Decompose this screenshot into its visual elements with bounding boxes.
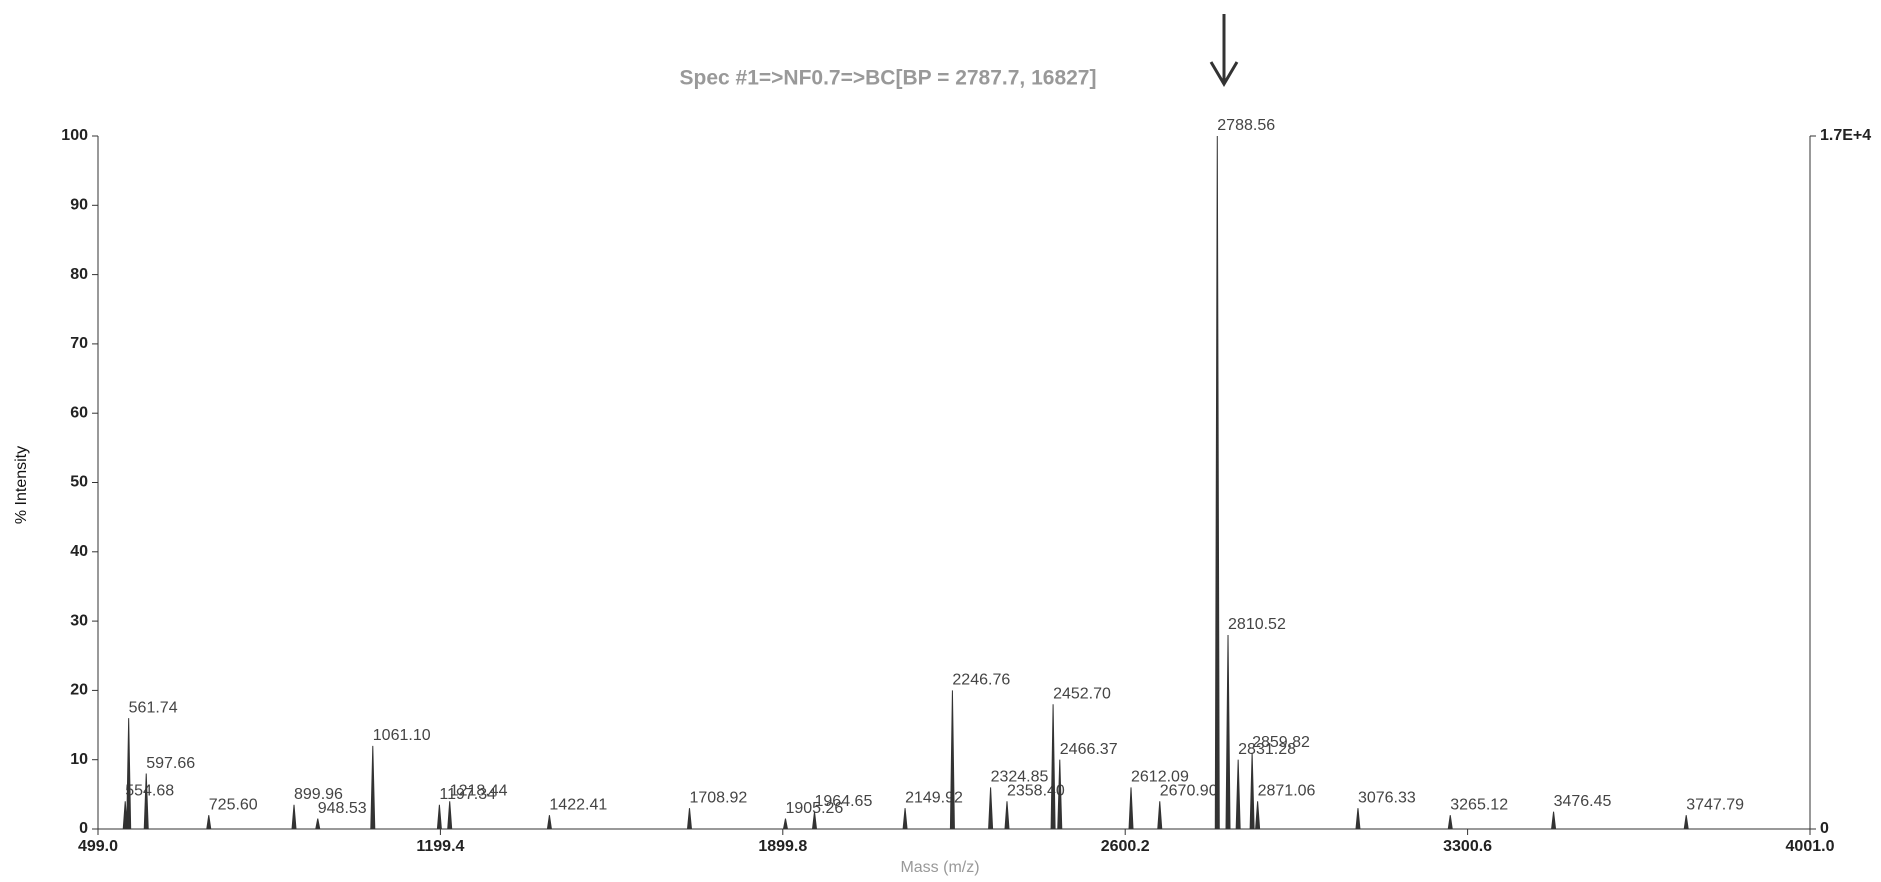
peak bbox=[1214, 135, 1220, 830]
x-tick-label: 3300.6 bbox=[1443, 838, 1492, 855]
y-tick-label: 0 bbox=[79, 820, 88, 837]
peak-label: 3265.12 bbox=[1450, 796, 1508, 813]
y-tick-label: 60 bbox=[70, 404, 88, 421]
y-tick-label: 30 bbox=[70, 612, 88, 629]
y-tick-label: 50 bbox=[70, 474, 88, 491]
peak-label: 899.96 bbox=[294, 786, 343, 803]
peak bbox=[949, 690, 955, 830]
peak bbox=[1255, 801, 1261, 830]
peak-label: 3476.45 bbox=[1554, 793, 1612, 810]
peak-label: 561.74 bbox=[129, 699, 178, 716]
peak-label: 3076.33 bbox=[1358, 789, 1416, 806]
x-tick-label: 1899.8 bbox=[758, 838, 807, 855]
peak bbox=[988, 787, 994, 830]
arrow bbox=[1209, 14, 1239, 87]
peak bbox=[1128, 787, 1134, 830]
peak-label: 1061.10 bbox=[373, 727, 431, 744]
peak-label: 2831.28 bbox=[1238, 741, 1296, 758]
peak-label: 2810.52 bbox=[1228, 616, 1286, 633]
peak-label: 1218.44 bbox=[450, 782, 508, 799]
y2-tick-label: 1.7E+4 bbox=[1820, 127, 1871, 144]
y-tick-label: 100 bbox=[61, 127, 88, 144]
peak bbox=[436, 804, 442, 830]
x-tick-label: 2600.2 bbox=[1101, 838, 1150, 855]
x-tick-label: 1199.4 bbox=[416, 838, 464, 855]
peak-label: 1964.65 bbox=[815, 793, 873, 810]
peak-label: 2788.56 bbox=[1217, 117, 1275, 134]
peak bbox=[1249, 752, 1255, 830]
peak bbox=[686, 808, 693, 830]
peak bbox=[1355, 808, 1361, 830]
peak bbox=[1157, 801, 1163, 830]
peak-label: 2246.76 bbox=[952, 672, 1010, 689]
peak-label: 554.68 bbox=[125, 782, 174, 799]
peak-label: 3747.79 bbox=[1686, 796, 1744, 813]
peak-label: 2324.85 bbox=[991, 769, 1049, 786]
peak-label: 1422.41 bbox=[549, 796, 607, 813]
peak bbox=[122, 801, 128, 830]
peak-label: 2871.06 bbox=[1258, 782, 1316, 799]
peak bbox=[1235, 759, 1241, 830]
peak-label: 948.53 bbox=[318, 800, 367, 817]
y-tick-label: 70 bbox=[70, 335, 88, 352]
peak bbox=[291, 804, 297, 830]
peak bbox=[1447, 815, 1453, 830]
y2-tick-label: 0 bbox=[1820, 820, 1829, 837]
x-tick-label: 4001.0 bbox=[1786, 838, 1835, 855]
peak-label: 1905.26 bbox=[785, 800, 843, 817]
peak bbox=[902, 808, 908, 830]
peak-label: 2612.09 bbox=[1131, 769, 1189, 786]
peak-label: 2452.70 bbox=[1053, 685, 1111, 702]
y-tick-label: 20 bbox=[70, 682, 88, 699]
y-tick-label: 10 bbox=[70, 751, 88, 768]
peak bbox=[206, 815, 212, 830]
peak bbox=[1225, 634, 1231, 830]
peak bbox=[447, 801, 453, 830]
peak bbox=[143, 773, 149, 830]
chart-title: Spec #1=>NF0.7=>BC[BP = 2787.7, 16827] bbox=[680, 67, 1097, 90]
peak bbox=[811, 811, 818, 830]
x-tick-label: 499.0 bbox=[78, 838, 118, 855]
peak-label: 725.60 bbox=[209, 796, 258, 813]
peak bbox=[370, 745, 376, 830]
peak bbox=[315, 818, 321, 830]
y-tick-label: 90 bbox=[70, 197, 88, 214]
peak bbox=[126, 718, 132, 830]
peak-label: 2149.92 bbox=[905, 789, 963, 806]
y-tick-label: 80 bbox=[70, 266, 88, 283]
peak-label: 2670.90 bbox=[1160, 782, 1218, 799]
y-tick-label: 40 bbox=[70, 543, 88, 560]
peak bbox=[1050, 704, 1056, 830]
y-axis-label: % Intensity bbox=[13, 446, 30, 524]
peak bbox=[1057, 759, 1063, 830]
peak-label: 597.66 bbox=[146, 755, 195, 772]
peak-label: 2466.37 bbox=[1060, 741, 1118, 758]
peak bbox=[1551, 811, 1557, 830]
peak bbox=[1004, 801, 1010, 830]
peak bbox=[782, 818, 789, 830]
peak-label: 2859.82 bbox=[1252, 734, 1310, 751]
peak-label: 1708.92 bbox=[689, 789, 747, 806]
peak bbox=[1683, 815, 1689, 830]
peak bbox=[546, 815, 552, 830]
x-axis-label: Mass (m/z) bbox=[900, 859, 979, 876]
peak-label: 2358.40 bbox=[1007, 782, 1065, 799]
peak-label: 1197.34 bbox=[439, 786, 496, 803]
